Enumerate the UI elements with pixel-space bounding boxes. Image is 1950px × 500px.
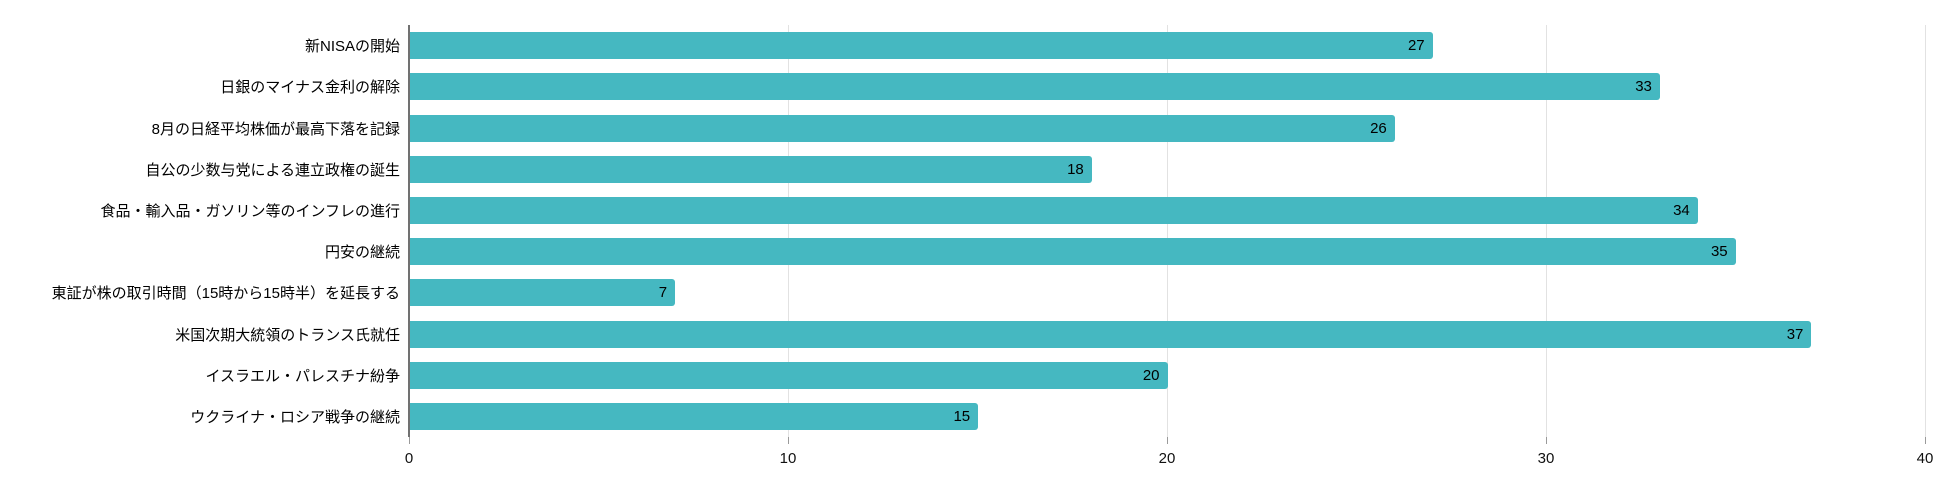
bar-track: 27 [410,32,1925,60]
bar-track: 15 [410,402,1925,430]
bar[interactable]: 15 [410,402,979,430]
value-label: 15 [953,407,971,425]
value-label: 26 [1370,119,1387,137]
value-label: 37 [1786,325,1804,343]
x-axis-tick [1925,437,1926,444]
chart-row: 日銀のマイナス金利の解除 33 [0,66,1925,107]
x-axis-tick [409,437,410,444]
bar[interactable]: 20 [410,361,1168,389]
gridline [788,25,789,437]
bar[interactable]: 37 [410,320,1812,348]
value-label: 7 [658,284,668,302]
category-label: 東証が株の取引時間（15時から15時半）を延長する [51,285,400,303]
gridline [1167,25,1168,437]
bar-track: 33 [410,73,1925,101]
bar-track: 26 [410,114,1925,142]
category-label: イスラエル・パレスチナ紛争 [205,367,400,385]
gridline [1546,25,1547,437]
category-label: 米国次期大統領のトランス氏就任 [175,326,400,344]
bar[interactable]: 26 [410,114,1395,142]
chart-row: ウクライナ・ロシア戦争の継続 15 [0,396,1925,437]
category-label: 自公の少数与党による連立政権の誕生 [145,161,400,179]
value-label: 27 [1407,37,1425,55]
value-label: 34 [1673,201,1690,219]
bar[interactable]: 18 [410,155,1092,183]
bar-track: 35 [410,238,1925,266]
chart-row: 8月の日経平均株価が最高下落を記録 26 [0,107,1925,148]
x-axis-tick [788,437,789,444]
value-label: 20 [1142,366,1160,384]
bar-track: 7 [410,279,1925,307]
bar-rows: 新NISAの開始 27 日銀のマイナス金利の解除 33 8月の日経平均株価が最高下落を記… [0,25,1925,437]
x-axis-tick-label: 20 [1158,450,1176,467]
value-label: 18 [1067,160,1084,178]
category-label: ウクライナ・ロシア戦争の継続 [190,408,400,426]
bar[interactable]: 7 [410,279,676,307]
y-axis-line [408,25,410,437]
x-axis-tick [1546,437,1547,444]
x-axis-tick-label: 0 [404,450,414,467]
chart-row: 米国次期大統領のトランス氏就任 37 [0,313,1925,354]
value-label: 35 [1710,243,1728,261]
x-axis-tick [1167,437,1168,444]
x-axis-tick-label: 30 [1537,450,1555,467]
x-axis-tick-label: 10 [779,450,797,467]
category-label: 新NISAの開始 [304,38,400,56]
bar-track: 37 [410,320,1925,348]
chart-row: 東証が株の取引時間（15時から15時半）を延長する 7 [0,272,1925,313]
category-label: 食品・輸入品・ガソリン等のインフレの進行 [100,202,400,220]
plot-area [409,25,1926,437]
bar-track: 18 [410,155,1925,183]
category-label: 円安の継続 [324,244,400,262]
chart-row: イスラエル・パレスチナ紛争 20 [0,355,1925,396]
gridline [1925,25,1926,437]
category-label: 8月の日経平均株価が最高下落を記録 [151,120,400,138]
x-axis-tick-label: 40 [1916,450,1934,467]
bar[interactable]: 33 [410,73,1660,101]
chart-row: 円安の継続 35 [0,231,1925,272]
chart-row: 新NISAの開始 27 [0,25,1925,66]
bar[interactable]: 34 [410,196,1698,224]
chart-row: 食品・輸入品・ガソリン等のインフレの進行 34 [0,190,1925,231]
value-label: 33 [1635,78,1652,96]
bar[interactable]: 35 [410,238,1736,266]
category-label: 日銀のマイナス金利の解除 [220,79,400,97]
chart-row: 自公の少数与党による連立政権の誕生 18 [0,149,1925,190]
bar-track: 34 [410,196,1925,224]
bar[interactable]: 27 [410,32,1433,60]
bar-track: 20 [410,361,1925,389]
